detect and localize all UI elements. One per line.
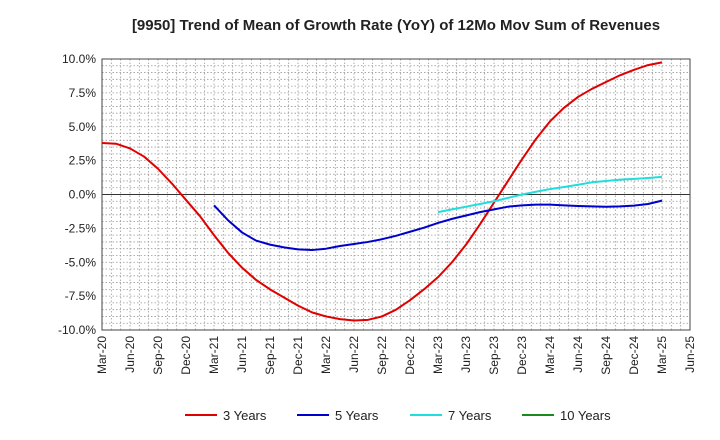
legend-label: 10 Years [560, 408, 611, 423]
series-line-3-years [101, 61, 663, 322]
legend: 3 Years 5 Years 7 Years 10 Years [185, 408, 611, 423]
x-tick-label: Sep-22 [375, 336, 389, 375]
x-tick-label: Jun-22 [347, 336, 361, 373]
x-tick-label: Sep-24 [599, 336, 613, 375]
y-tick-label: -2.5% [65, 221, 97, 235]
x-tick-label: Sep-20 [151, 336, 165, 375]
y-tick-label: 0.0% [69, 188, 97, 202]
x-tick-label: Sep-21 [263, 336, 277, 375]
y-tick-label: 2.5% [69, 154, 97, 168]
legend-label: 5 Years [335, 408, 379, 423]
y-tick-label: 5.0% [69, 120, 97, 134]
x-tick-label: Mar-21 [207, 336, 221, 374]
x-tick-label: Jun-25 [683, 336, 697, 373]
legend-label: 3 Years [223, 408, 267, 423]
x-tick-label: Jun-21 [235, 336, 249, 373]
x-tick-label: Dec-22 [403, 336, 417, 375]
grid-lines [102, 58, 690, 331]
x-tick-label: Jun-23 [459, 336, 473, 373]
x-tick-label: Dec-20 [179, 336, 193, 375]
x-tick-label: Dec-21 [291, 336, 305, 375]
y-tick-label: -10.0% [58, 323, 96, 337]
plot-frame [101, 58, 691, 331]
axes: 10.0% 7.5% 5.0% 2.5% 0.0% -2.5% -5.0% -7.5% -10.… [58, 52, 697, 375]
legend-label: 7 Years [448, 408, 492, 423]
series-line-7-years [437, 175, 663, 214]
x-tick-label: Jun-24 [571, 336, 585, 373]
y-tick-label: 10.0% [62, 52, 96, 66]
series-line-5-years [213, 199, 663, 252]
x-tick-label: Dec-23 [515, 336, 529, 375]
x-tick-label: Sep-23 [487, 336, 501, 375]
x-tick-label: Mar-24 [543, 336, 557, 374]
series-lines [101, 61, 663, 322]
x-tick-label: Jun-20 [123, 336, 137, 373]
chart-title: [9950] Trend of Mean of Growth Rate (YoY… [132, 17, 660, 34]
y-tick-label: -7.5% [65, 289, 97, 303]
x-tick-label: Mar-22 [319, 336, 333, 374]
x-tick-label: Mar-23 [431, 336, 445, 374]
y-tick-label: 7.5% [69, 86, 97, 100]
x-tick-label: Mar-20 [95, 336, 109, 374]
y-tick-label: -5.0% [65, 255, 97, 269]
x-tick-label: Dec-24 [627, 336, 641, 375]
x-tick-label: Mar-25 [655, 336, 669, 374]
